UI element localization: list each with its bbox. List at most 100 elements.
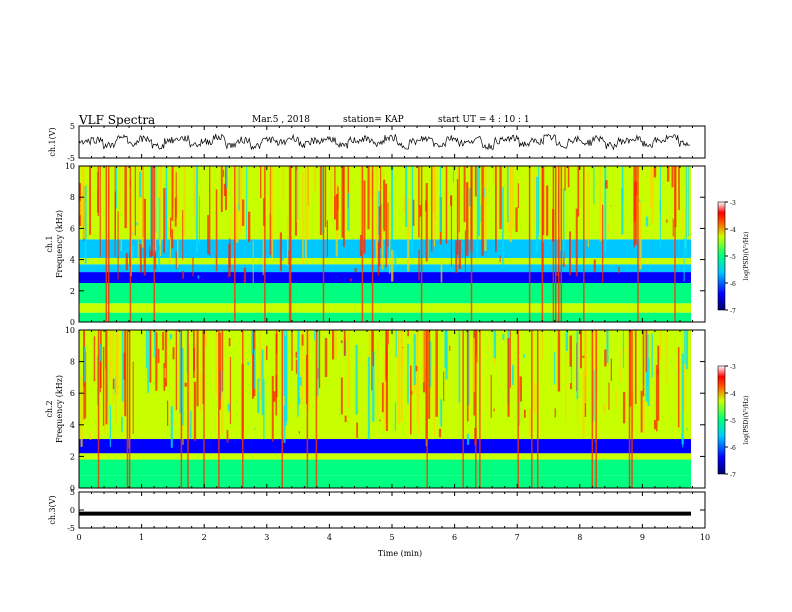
ch1-streak bbox=[269, 166, 271, 214]
ch1-streak bbox=[182, 270, 185, 279]
ch2-streak bbox=[368, 330, 371, 382]
ch1-streak bbox=[375, 166, 378, 258]
ch1-streak bbox=[383, 179, 386, 232]
ch1-streak bbox=[175, 171, 177, 218]
ch2-streak bbox=[490, 374, 492, 418]
ch2-streak bbox=[253, 349, 256, 389]
ch1-streak bbox=[431, 166, 433, 252]
ch2-colorbar-tick-label: -6 bbox=[730, 445, 736, 452]
ch2-streak bbox=[340, 340, 343, 344]
ch1-streak bbox=[343, 166, 345, 248]
ch2-streak bbox=[570, 382, 572, 390]
ch2-streak bbox=[83, 330, 85, 387]
ch2-streak bbox=[179, 330, 182, 414]
ytick-label: 6 bbox=[70, 389, 75, 398]
ch2-colorbar-tick-label: -4 bbox=[730, 391, 736, 398]
ch2-sferic bbox=[306, 330, 309, 488]
ytick-label: 2 bbox=[70, 287, 75, 296]
ch1-sferic bbox=[528, 166, 531, 322]
ch1-streak bbox=[672, 218, 674, 237]
xtick-label: 4 bbox=[327, 533, 332, 542]
ch2-streak bbox=[340, 377, 343, 415]
ch1-colorbar-tick-label: -7 bbox=[730, 308, 736, 315]
ch3-wave-frame bbox=[78, 491, 706, 529]
ch2-streak bbox=[458, 330, 461, 404]
ch2-streak bbox=[283, 330, 286, 396]
ch1-band bbox=[79, 258, 691, 265]
ch1-streak bbox=[639, 202, 642, 270]
ch1-streak bbox=[334, 196, 336, 220]
ch1-streak bbox=[195, 166, 199, 254]
ch1-streak bbox=[403, 194, 406, 213]
ch2-streak bbox=[435, 330, 438, 417]
xtick-label: 8 bbox=[577, 533, 582, 542]
ch1-streak bbox=[271, 166, 274, 259]
ch1-sferic bbox=[107, 166, 110, 322]
ch1-streak bbox=[508, 166, 510, 232]
ch1-streak bbox=[499, 166, 502, 230]
ch2-streak bbox=[331, 330, 335, 360]
ch1-streak bbox=[456, 179, 459, 255]
ch2-streak bbox=[275, 333, 278, 397]
ch1-streak bbox=[226, 166, 228, 189]
xtick-label: 1 bbox=[139, 533, 144, 542]
ch2-streak bbox=[576, 330, 579, 400]
ch1-streak bbox=[229, 238, 231, 269]
ch2-streak bbox=[645, 330, 647, 372]
ch1-streak bbox=[621, 187, 624, 235]
ch1-sferic bbox=[541, 166, 544, 322]
ch1-streak bbox=[175, 251, 177, 270]
ch1-streak bbox=[143, 198, 147, 276]
ch1-streak bbox=[445, 166, 448, 244]
ch1-streak bbox=[499, 255, 501, 263]
ch1-band bbox=[79, 303, 691, 313]
ch1-streak bbox=[99, 166, 101, 258]
ytick-label: 0 bbox=[70, 484, 75, 493]
ch2-streak bbox=[356, 422, 359, 438]
ch1-streak bbox=[599, 166, 602, 242]
ch2-streak bbox=[257, 378, 260, 414]
ch2-streak bbox=[528, 408, 531, 437]
ch2-streak bbox=[655, 364, 658, 432]
ch2-streak bbox=[261, 349, 264, 416]
ch2-streak bbox=[557, 330, 561, 392]
ch2-streak bbox=[685, 330, 689, 370]
ch2-streak bbox=[422, 330, 425, 383]
ch1-streak bbox=[313, 166, 317, 192]
ch2-streak bbox=[121, 416, 123, 433]
ch2-streak bbox=[116, 330, 119, 395]
ch1-streak bbox=[602, 204, 604, 283]
ch2-streak bbox=[594, 440, 596, 442]
ch2-streak bbox=[383, 353, 386, 402]
ch2-streak bbox=[381, 382, 384, 413]
ch2-sferic bbox=[517, 330, 519, 488]
ch1-streak bbox=[593, 166, 595, 204]
ch1-streak bbox=[158, 251, 160, 271]
ch2-streak bbox=[347, 330, 350, 408]
ch2-streak bbox=[298, 330, 300, 405]
ch1-streak bbox=[635, 181, 638, 195]
ch2-streak bbox=[603, 403, 606, 415]
ch2-streak bbox=[440, 399, 443, 427]
ch2-sferic bbox=[242, 330, 244, 488]
ch1-streak bbox=[236, 205, 239, 243]
ch1-streak bbox=[97, 166, 99, 217]
ch1-sferic bbox=[554, 166, 557, 322]
ch1-streak bbox=[89, 166, 91, 235]
ch1-streak bbox=[381, 228, 384, 270]
ch2-streak bbox=[164, 330, 168, 387]
ch1-streak bbox=[304, 166, 307, 259]
ch1-streak bbox=[131, 245, 135, 259]
ch2-streak bbox=[259, 330, 262, 398]
ch1-streak bbox=[610, 205, 612, 207]
ch2-streak bbox=[657, 345, 660, 421]
ch2-streak bbox=[466, 434, 470, 445]
date-label: Mar.5 , 2018 bbox=[252, 115, 310, 125]
ch1-sferic bbox=[289, 166, 292, 322]
ch1-streak bbox=[682, 209, 684, 231]
ch2-streak bbox=[411, 391, 413, 395]
ch1-streak bbox=[243, 267, 247, 283]
ch2-streak bbox=[642, 330, 645, 397]
ch1-streak bbox=[120, 234, 122, 252]
ch1-streak bbox=[79, 201, 81, 216]
